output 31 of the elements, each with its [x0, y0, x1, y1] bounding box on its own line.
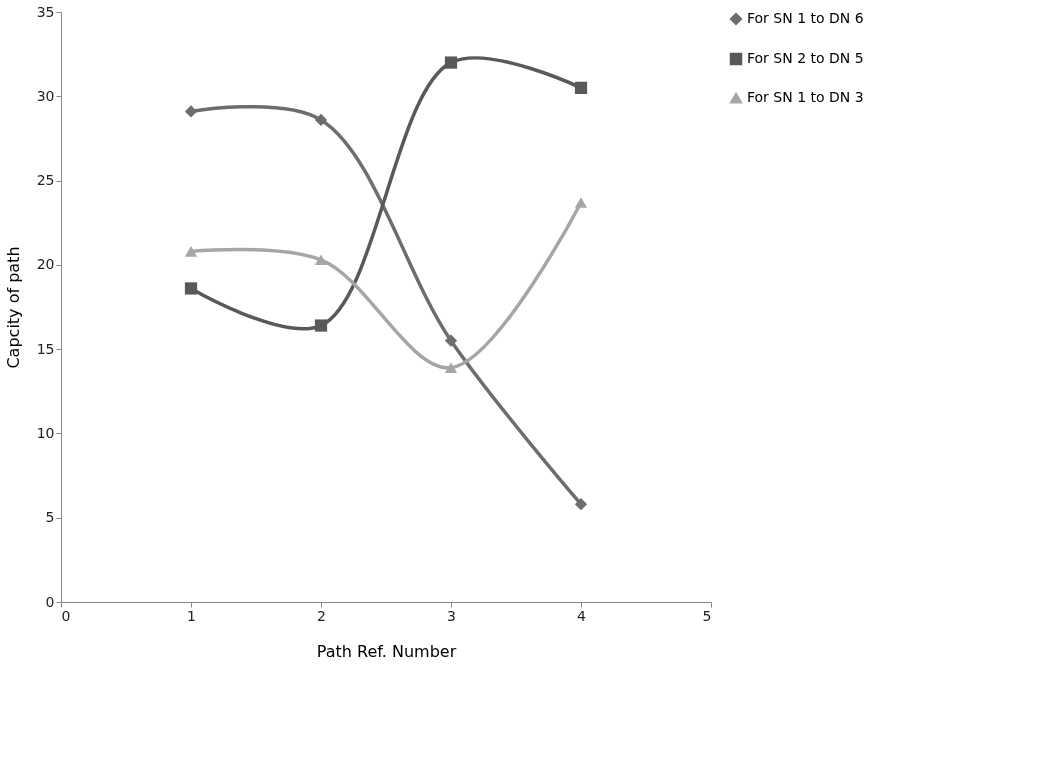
- point: [574, 81, 588, 94]
- point: [314, 113, 328, 127]
- legend-label: For SN 1 to DN 6: [747, 10, 864, 26]
- point: [574, 498, 588, 511]
- point: [314, 254, 328, 266]
- x-tick-label: 5: [702, 607, 712, 624]
- x-tick-label: 1: [187, 607, 196, 624]
- point: [574, 197, 588, 208]
- y-tick-label: 30: [36, 87, 55, 104]
- y-tick-label: 0: [45, 593, 55, 610]
- x-axis-title: Path Ref. Number: [316, 641, 457, 661]
- y-tick-label: 15: [36, 340, 55, 357]
- point: [184, 246, 198, 257]
- x-tick-label: 2: [317, 607, 326, 624]
- y-tick-label: 5: [45, 509, 55, 526]
- point: [444, 56, 458, 69]
- point: [444, 334, 458, 347]
- x-tick-label: 0: [61, 607, 71, 624]
- point: [184, 282, 198, 295]
- y-tick-label: 25: [36, 172, 55, 189]
- point: [444, 362, 458, 373]
- y-tick-label: 20: [36, 256, 55, 273]
- y-tick-label: 10: [36, 424, 55, 441]
- y-tick-label: 35: [36, 3, 55, 20]
- legend-label: For SN 1 to DN 3: [747, 89, 864, 105]
- x-tick-label: 3: [447, 607, 456, 624]
- point: [184, 105, 198, 118]
- y-axis-title: Capcity of path: [3, 246, 23, 369]
- point: [314, 319, 328, 332]
- legend-label: For SN 2 to DN 5: [747, 50, 864, 66]
- x-tick-label: 4: [577, 607, 587, 624]
